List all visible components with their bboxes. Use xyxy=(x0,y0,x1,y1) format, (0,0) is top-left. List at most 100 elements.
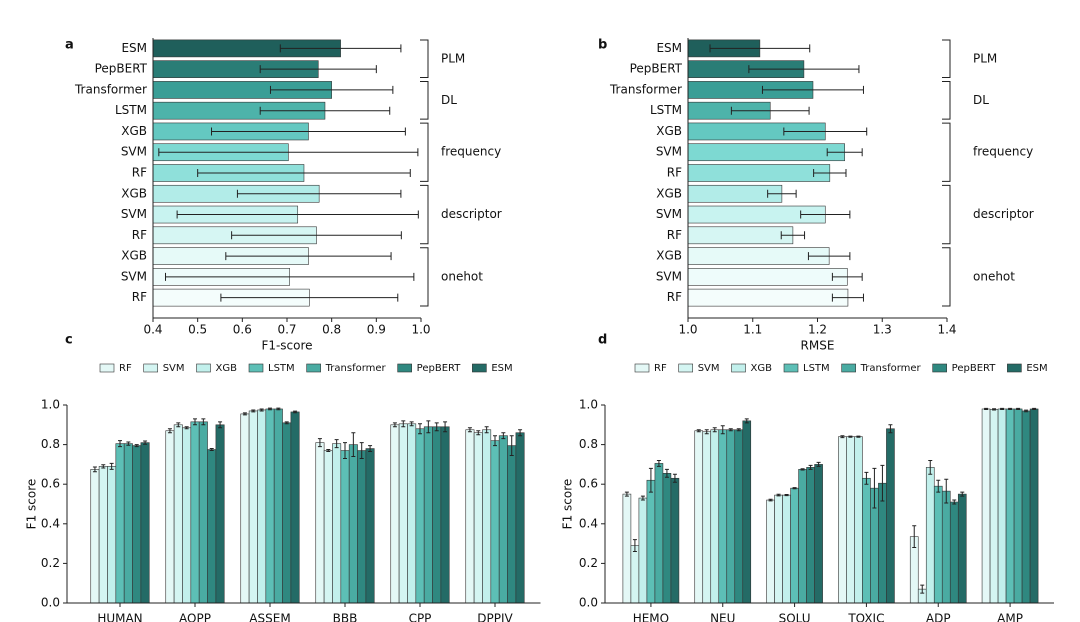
error-bar xyxy=(656,459,661,467)
error-bar xyxy=(293,410,298,414)
bar xyxy=(198,421,208,604)
error-bar xyxy=(409,421,414,427)
error-bar xyxy=(259,65,377,74)
error-bar xyxy=(952,499,957,505)
legend-swatch xyxy=(1007,363,1022,373)
category-label: LSTM xyxy=(115,103,147,117)
category-label: XGB xyxy=(121,186,147,200)
error-bar xyxy=(197,169,411,177)
error-bar xyxy=(767,189,797,198)
bar xyxy=(398,423,408,604)
panel-label: b xyxy=(598,38,607,53)
category-label: RF xyxy=(667,228,682,242)
group-label: onehot xyxy=(441,269,483,283)
error-bar xyxy=(813,169,847,177)
legend-swatch xyxy=(634,363,650,373)
x-tick-label: NEU xyxy=(710,612,735,622)
error-bar xyxy=(920,584,925,594)
category-label: XGB xyxy=(656,249,682,263)
y-tick-label: 0.6 xyxy=(579,477,598,491)
bar xyxy=(115,443,125,604)
error-bar xyxy=(780,231,806,240)
y-axis-label: F1 score xyxy=(25,479,39,530)
error-bar xyxy=(831,272,863,281)
error-bar xyxy=(864,471,869,485)
x-tick-label: 0.9 xyxy=(367,323,386,337)
bar xyxy=(1013,408,1023,604)
error-bar xyxy=(912,525,917,549)
legend-swatch xyxy=(306,363,321,373)
bar xyxy=(687,143,845,162)
error-bar xyxy=(776,493,781,497)
category-label: PepBERT xyxy=(630,62,683,76)
error-bar xyxy=(343,442,347,459)
category-label: XGB xyxy=(656,124,682,138)
x-tick-label: DPPIV xyxy=(477,612,513,622)
error-bar xyxy=(401,420,406,428)
error-bar xyxy=(696,429,701,433)
bar xyxy=(257,409,267,604)
error-bar xyxy=(624,491,629,497)
bar xyxy=(854,436,863,604)
bar xyxy=(273,408,283,604)
bar xyxy=(989,409,999,604)
group-label: DL xyxy=(973,93,989,107)
error-bar xyxy=(484,426,489,434)
error-bar xyxy=(709,44,811,53)
group-label: descriptor xyxy=(441,207,502,221)
error-bar xyxy=(501,432,506,440)
bar xyxy=(798,469,807,604)
x-tick-label: ADP xyxy=(926,612,951,622)
legend-label: XGB xyxy=(216,363,238,374)
error-bar xyxy=(476,430,481,436)
group-bracket xyxy=(420,184,429,245)
error-bar xyxy=(334,439,339,449)
bar xyxy=(687,288,849,307)
error-bar xyxy=(960,491,965,497)
legend-swatch xyxy=(841,363,856,373)
error-bar xyxy=(143,440,148,445)
y-tick-label: 0.8 xyxy=(41,437,60,451)
error-bar xyxy=(783,127,868,136)
error-bar xyxy=(165,272,415,281)
error-bar xyxy=(992,408,997,411)
bar xyxy=(734,429,744,604)
error-bar xyxy=(712,427,717,433)
error-bar xyxy=(211,127,406,136)
legend-swatch xyxy=(143,363,159,373)
error-bar xyxy=(251,409,256,413)
bar xyxy=(646,479,656,604)
bar xyxy=(1029,408,1039,604)
bar xyxy=(98,466,108,604)
error-bar xyxy=(176,210,419,219)
error-bar xyxy=(268,407,272,411)
bar xyxy=(997,408,1007,604)
error-bar xyxy=(728,428,733,432)
bar xyxy=(957,493,967,604)
legend-label: ESM xyxy=(1026,363,1047,374)
error-bar xyxy=(1008,407,1013,411)
error-bar xyxy=(184,426,189,430)
error-bar xyxy=(748,65,860,74)
category-label: RF xyxy=(132,228,147,242)
error-bar xyxy=(434,422,439,432)
error-bar xyxy=(720,425,725,435)
error-bar xyxy=(225,252,392,261)
error-bar xyxy=(231,231,402,240)
error-bar xyxy=(704,429,709,435)
y-tick-label: 0.0 xyxy=(579,596,598,610)
bar xyxy=(790,487,799,604)
bar xyxy=(1005,408,1015,604)
error-bar xyxy=(326,449,331,453)
bar xyxy=(282,422,292,604)
error-bar xyxy=(351,432,356,457)
error-bar xyxy=(880,464,885,502)
error-bar xyxy=(236,189,402,198)
x-axis-label: F1-score xyxy=(261,339,312,353)
bar xyxy=(766,499,775,604)
category-label: SVM xyxy=(656,145,682,159)
error-bar xyxy=(826,148,863,157)
legend-label: Transformer xyxy=(325,363,387,374)
error-bar xyxy=(848,435,853,438)
error-bar xyxy=(167,428,172,434)
